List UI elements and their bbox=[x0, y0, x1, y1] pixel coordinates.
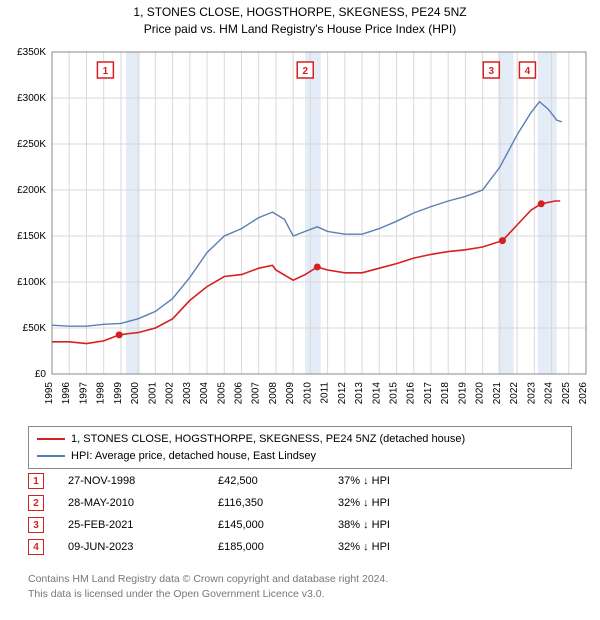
svg-text:£200K: £200K bbox=[17, 185, 46, 196]
svg-text:£300K: £300K bbox=[17, 93, 46, 104]
legend-label-hpi: HPI: Average price, detached house, East… bbox=[71, 448, 316, 465]
svg-text:2003: 2003 bbox=[182, 382, 193, 405]
legend: 1, STONES CLOSE, HOGSTHORPE, SKEGNESS, P… bbox=[28, 426, 572, 469]
svg-text:2002: 2002 bbox=[165, 382, 176, 405]
sales-row: 2 28-MAY-2010£116,35032% ↓ HPI bbox=[28, 492, 572, 514]
svg-text:£150K: £150K bbox=[17, 231, 46, 242]
svg-text:2007: 2007 bbox=[251, 382, 262, 405]
svg-text:2013: 2013 bbox=[354, 382, 365, 405]
sale-pct: 37% ↓ HPI bbox=[338, 475, 438, 487]
sale-date: 28-MAY-2010 bbox=[68, 497, 218, 509]
svg-text:2019: 2019 bbox=[457, 382, 468, 405]
chart-svg: £0 £50K £100K £150K £200K £250K £300K £350K 1995… bbox=[8, 46, 592, 416]
svg-text:2015: 2015 bbox=[389, 382, 400, 405]
svg-text:1997: 1997 bbox=[78, 382, 89, 405]
svg-text:2005: 2005 bbox=[216, 382, 227, 405]
svg-text:2024: 2024 bbox=[544, 382, 555, 405]
svg-text:£350K: £350K bbox=[17, 47, 46, 58]
footer-line1: Contains HM Land Registry data © Crown c… bbox=[28, 572, 388, 587]
svg-text:2012: 2012 bbox=[337, 382, 348, 405]
page: 1, STONES CLOSE, HOGSTHORPE, SKEGNESS, P… bbox=[0, 0, 600, 620]
sales-row: 1 27-NOV-1998£42,50037% ↓ HPI bbox=[28, 470, 572, 492]
svg-text:2: 2 bbox=[302, 66, 308, 77]
sales-table: 1 27-NOV-1998£42,50037% ↓ HPI 2 28-MAY-2010… bbox=[28, 470, 572, 558]
svg-text:3: 3 bbox=[488, 66, 494, 77]
sale-marker: 3 bbox=[28, 517, 44, 533]
svg-text:1996: 1996 bbox=[61, 382, 72, 405]
sale-price: £185,000 bbox=[218, 541, 338, 553]
svg-text:2006: 2006 bbox=[233, 382, 244, 405]
sale-price: £145,000 bbox=[218, 519, 338, 531]
sale-marker: 4 bbox=[28, 539, 44, 555]
svg-text:2010: 2010 bbox=[302, 382, 313, 405]
svg-text:£0: £0 bbox=[35, 369, 47, 380]
sale-pct: 38% ↓ HPI bbox=[338, 519, 438, 531]
sales-row: 4 09-JUN-2023£185,00032% ↓ HPI bbox=[28, 536, 572, 558]
sale-price: £116,350 bbox=[218, 497, 338, 509]
title-block: 1, STONES CLOSE, HOGSTHORPE, SKEGNESS, P… bbox=[0, 0, 600, 38]
title-line2: Price paid vs. HM Land Registry's House … bbox=[0, 21, 600, 38]
legend-label-property: 1, STONES CLOSE, HOGSTHORPE, SKEGNESS, P… bbox=[71, 431, 465, 448]
svg-text:2001: 2001 bbox=[147, 382, 158, 405]
svg-text:2021: 2021 bbox=[492, 382, 503, 405]
sale-pct: 32% ↓ HPI bbox=[338, 541, 438, 553]
sale-date: 09-JUN-2023 bbox=[68, 541, 218, 553]
svg-text:2023: 2023 bbox=[526, 382, 537, 405]
title-line1: 1, STONES CLOSE, HOGSTHORPE, SKEGNESS, P… bbox=[0, 4, 600, 21]
svg-text:1: 1 bbox=[103, 66, 109, 77]
sale-date: 27-NOV-1998 bbox=[68, 475, 218, 487]
svg-text:1995: 1995 bbox=[44, 382, 55, 405]
svg-text:£50K: £50K bbox=[23, 323, 47, 334]
svg-text:2008: 2008 bbox=[268, 382, 279, 405]
svg-text:2014: 2014 bbox=[371, 382, 382, 405]
svg-text:1998: 1998 bbox=[96, 382, 107, 405]
sale-marker: 1 bbox=[28, 473, 44, 489]
footer: Contains HM Land Registry data © Crown c… bbox=[28, 572, 388, 601]
sales-row: 3 25-FEB-2021£145,00038% ↓ HPI bbox=[28, 514, 572, 536]
legend-swatch-hpi bbox=[37, 455, 65, 457]
svg-text:2017: 2017 bbox=[423, 382, 434, 405]
svg-text:2025: 2025 bbox=[561, 382, 572, 405]
svg-text:2000: 2000 bbox=[130, 382, 141, 405]
legend-row-hpi: HPI: Average price, detached house, East… bbox=[37, 448, 563, 465]
svg-text:4: 4 bbox=[525, 66, 531, 77]
sale-price: £42,500 bbox=[218, 475, 338, 487]
sale-pct: 32% ↓ HPI bbox=[338, 497, 438, 509]
svg-text:2011: 2011 bbox=[320, 382, 331, 404]
legend-row-property: 1, STONES CLOSE, HOGSTHORPE, SKEGNESS, P… bbox=[37, 431, 563, 448]
svg-text:2016: 2016 bbox=[406, 382, 417, 405]
legend-swatch-property bbox=[37, 438, 65, 440]
svg-text:2020: 2020 bbox=[475, 382, 486, 405]
svg-text:2026: 2026 bbox=[578, 382, 589, 405]
sale-marker: 2 bbox=[28, 495, 44, 511]
svg-text:2018: 2018 bbox=[440, 382, 451, 405]
svg-text:1999: 1999 bbox=[113, 382, 124, 405]
footer-line2: This data is licensed under the Open Gov… bbox=[28, 587, 388, 602]
svg-text:2022: 2022 bbox=[509, 382, 520, 405]
chart: £0 £50K £100K £150K £200K £250K £300K £350K 1995… bbox=[8, 46, 592, 416]
svg-text:2004: 2004 bbox=[199, 382, 210, 405]
svg-text:£250K: £250K bbox=[17, 139, 46, 150]
svg-text:£100K: £100K bbox=[17, 277, 46, 288]
sale-date: 25-FEB-2021 bbox=[68, 519, 218, 531]
svg-text:2009: 2009 bbox=[285, 382, 296, 405]
